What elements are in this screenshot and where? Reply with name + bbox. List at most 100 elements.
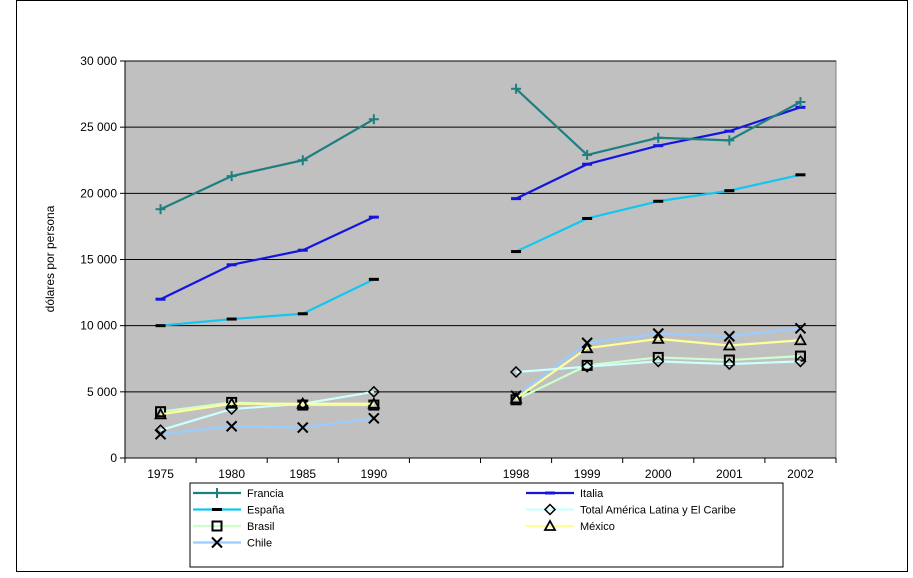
data-point [296, 396, 310, 409]
marker-diamond [367, 385, 380, 398]
marker-diamond [794, 355, 807, 368]
marker-triangle [225, 396, 239, 409]
marker-triangle [580, 341, 594, 354]
x-tick-label: 1998 [503, 467, 530, 481]
data-point [155, 324, 166, 328]
data-point [652, 355, 665, 368]
y-tick-label: 20 000 [80, 186, 117, 200]
marker-diamond [509, 365, 523, 379]
legend-item: México [526, 519, 615, 533]
marker-dash [226, 317, 237, 321]
data-point [795, 173, 806, 177]
data-point [226, 263, 237, 267]
y-tick-label: 5 000 [87, 385, 117, 399]
series-line-total-america-latina-y-el-caribe [160, 390, 375, 432]
data-point [794, 350, 806, 362]
axes: 0 5 000 10 000 15 000 20 000 25 000 30 000 1975… [80, 54, 837, 481]
marker-dash [653, 199, 664, 203]
data-point [509, 365, 523, 379]
data-point [154, 424, 167, 437]
data-point [297, 155, 308, 166]
data-point [794, 322, 807, 335]
marker-diamond [652, 355, 665, 368]
legend-label: México [580, 521, 615, 533]
marker-dash [582, 216, 593, 220]
marker-x-b [794, 322, 807, 335]
x-tick-label: 2002 [787, 467, 814, 481]
marker-dash [795, 173, 806, 177]
data-point [155, 204, 166, 215]
data-point [225, 420, 238, 432]
marker-diamond [723, 357, 736, 371]
data-point [367, 385, 380, 398]
data-point [155, 406, 167, 418]
marker-diamond [581, 360, 594, 373]
legend-label: Francia [247, 488, 285, 500]
legend-swatch-marker [543, 519, 557, 531]
marker-x-b [225, 420, 238, 432]
x-tick-label: 1980 [218, 467, 245, 481]
marker-dash [653, 144, 664, 148]
series-line-francia [160, 118, 375, 211]
legend-swatch-marker [212, 508, 222, 511]
data-point [155, 297, 166, 301]
marker-dash [212, 508, 222, 511]
series-espana [155, 173, 806, 328]
data-point [582, 149, 593, 160]
marker-triangle [722, 338, 736, 351]
x-tick-label: 2000 [645, 467, 672, 481]
marker-x-b [211, 536, 223, 549]
y-tick-label: 15 000 [80, 253, 117, 267]
marker-triangle [509, 391, 523, 404]
data-point [722, 338, 736, 351]
series-line-italia [160, 216, 375, 301]
y-tick-label: 10 000 [80, 319, 117, 333]
data-point [368, 277, 379, 281]
data-point [651, 332, 665, 344]
x-tick-label: 1990 [360, 467, 387, 481]
legend-label: Brasil [247, 521, 275, 533]
marker-diamond [296, 397, 309, 410]
data-point [653, 144, 664, 148]
data-point [297, 248, 308, 252]
legend-label: Total América Latina y El Caribe [580, 505, 736, 517]
legend-swatch-marker [212, 488, 222, 498]
series-line-chile [160, 417, 374, 436]
marker-triangle [367, 396, 381, 409]
data-point [368, 114, 379, 125]
marker-dash [795, 105, 806, 109]
data-point [367, 396, 381, 409]
legend-label: Chile [247, 538, 272, 550]
marker-dash [226, 263, 237, 267]
data-point [582, 216, 593, 220]
series-line-mexico [160, 402, 374, 416]
marker-dash [724, 189, 735, 193]
legend-swatch-marker [545, 491, 555, 495]
series-line-espana [160, 278, 375, 327]
x-tick-label: 2001 [716, 467, 743, 481]
x-tick-label: 1999 [574, 467, 601, 481]
data-point [724, 189, 735, 193]
data-point [795, 105, 806, 109]
data-point [582, 162, 593, 166]
x-tick-label: 1975 [147, 467, 174, 481]
legend: Francia Italia España Total América Latina … [189, 482, 784, 568]
marker-triangle [793, 333, 807, 346]
legend-label: Italia [580, 488, 604, 500]
marker-dash [724, 129, 735, 133]
marker-x-b [297, 421, 309, 434]
data-point [511, 83, 522, 94]
data-point [723, 330, 736, 342]
legend-swatch-marker [543, 503, 557, 516]
series-francia [155, 83, 806, 215]
marker-dash [297, 248, 308, 252]
line-chart: 0 5 000 10 000 15 000 20 000 25 000 30 000 1975… [43, 54, 837, 568]
marker-square [155, 406, 167, 418]
data-point [795, 97, 806, 108]
data-point [368, 215, 379, 219]
y-tick-label: 0 [110, 451, 117, 465]
marker-diamond [543, 503, 557, 516]
legend-item: Brasil [193, 520, 275, 533]
marker-square [211, 520, 223, 532]
marker-dash [511, 197, 522, 201]
